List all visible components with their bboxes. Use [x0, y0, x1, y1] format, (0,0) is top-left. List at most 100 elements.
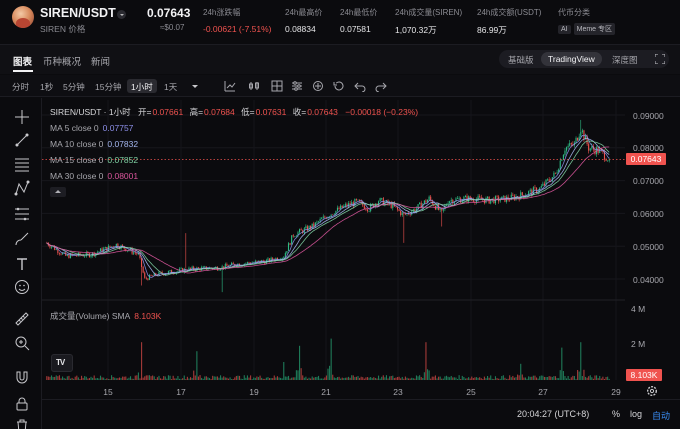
- candle: [482, 199, 484, 201]
- timeframe-15m[interactable]: 15分钟: [95, 82, 122, 92]
- candle: [193, 266, 195, 270]
- timeframe-1d[interactable]: 1天: [164, 82, 178, 92]
- layout-icon[interactable]: [271, 80, 283, 92]
- timeframe-1h[interactable]: 1小时: [131, 82, 153, 92]
- percent-scale-toggle[interactable]: %: [612, 409, 621, 419]
- candle: [153, 273, 155, 276]
- volume-bar: [188, 378, 190, 380]
- candle: [569, 143, 571, 146]
- candle: [490, 200, 492, 204]
- tab-chart[interactable]: 图表: [13, 57, 33, 68]
- compare-icon[interactable]: [312, 80, 324, 92]
- volume-bar: [237, 375, 239, 380]
- zoom-in-icon[interactable]: [14, 335, 30, 351]
- price-axis-label: 0.05000: [633, 242, 664, 252]
- view-tradingview[interactable]: TradingView: [548, 54, 595, 64]
- volume-bar: [145, 375, 147, 380]
- view-basic[interactable]: 基础版: [508, 55, 534, 65]
- timeframe-5m[interactable]: 5分钟: [63, 82, 85, 92]
- gear-icon[interactable]: [646, 385, 658, 397]
- ruler-icon[interactable]: [14, 311, 30, 327]
- drawing-toolbar: [0, 98, 42, 429]
- candle: [510, 194, 512, 201]
- volume-bar: [466, 378, 468, 380]
- tag-ai[interactable]: AI: [558, 25, 571, 34]
- trash-icon[interactable]: [14, 418, 30, 429]
- fib-icon[interactable]: [14, 206, 30, 222]
- volume-bar: [158, 375, 160, 380]
- undo-icon[interactable]: [354, 80, 366, 92]
- candle: [139, 252, 141, 258]
- magnet-icon[interactable]: [14, 370, 30, 386]
- settings-sliders-icon[interactable]: [291, 80, 303, 92]
- candle: [314, 222, 316, 227]
- volume-bar: [381, 376, 383, 380]
- candle: [417, 204, 419, 209]
- view-depth[interactable]: 深度图: [612, 55, 638, 65]
- view-mode-active-pill: [541, 52, 602, 66]
- candle: [477, 196, 479, 200]
- volume-bar: [99, 375, 102, 380]
- volume-bar: [468, 377, 470, 380]
- volume-bar: [311, 376, 313, 380]
- horizontal-lines-icon[interactable]: [14, 156, 30, 172]
- tradingview-logo[interactable]: [51, 354, 73, 372]
- tab-news[interactable]: 新闻: [91, 57, 111, 68]
- volume-bar: [123, 376, 125, 380]
- candle: [341, 205, 343, 208]
- ma15-legend[interactable]: MA 15 close 0 0.07852: [50, 155, 139, 165]
- chevron-down-icon[interactable]: [117, 10, 126, 19]
- fullscreen-icon[interactable]: [655, 54, 665, 64]
- volume-bar: [186, 376, 188, 380]
- screenshot-icon[interactable]: [333, 80, 345, 92]
- ma10-legend[interactable]: MA 10 close 0 0.07832: [50, 139, 139, 149]
- pattern-icon[interactable]: [14, 180, 30, 196]
- volume-bar: [487, 375, 489, 380]
- tag-meme[interactable]: Meme 专区: [573, 23, 616, 35]
- volume-bar: [471, 376, 473, 380]
- volume-bar: [349, 377, 351, 380]
- candle: [464, 195, 466, 198]
- volume-bar: [112, 377, 114, 380]
- volume-bar: [577, 370, 579, 380]
- candle: [295, 235, 297, 237]
- volume-bar: [120, 377, 122, 380]
- volume-bar: [218, 377, 220, 380]
- volume-bar: [155, 378, 157, 380]
- trend-line-icon[interactable]: [14, 132, 30, 148]
- indicator-icon[interactable]: [224, 80, 236, 92]
- volume-bar: [104, 379, 106, 380]
- volume-bar: [322, 378, 324, 380]
- time-axis-label: 15: [103, 387, 113, 397]
- ma30-legend[interactable]: MA 30 close 0 0.08001: [50, 171, 139, 181]
- chart-toolbar: [0, 75, 680, 97]
- legend-collapse-button[interactable]: [50, 187, 66, 197]
- brush-icon[interactable]: [14, 231, 30, 247]
- volume-bar: [319, 378, 321, 380]
- candle: [487, 196, 489, 199]
- volume-bar: [314, 377, 316, 380]
- redo-icon[interactable]: [375, 80, 387, 92]
- timeframe-line[interactable]: 分时: [12, 82, 30, 92]
- auto-scale-toggle[interactable]: 自动: [652, 411, 671, 421]
- pair-title[interactable]: SIREN/USDT: [40, 6, 116, 20]
- volume-bar: [196, 351, 198, 380]
- log-scale-toggle[interactable]: log: [630, 409, 643, 419]
- ma10-line: [46, 138, 610, 277]
- candle: [52, 246, 54, 247]
- volume-bar: [159, 378, 162, 380]
- chart-type-icon[interactable]: [248, 80, 260, 92]
- chevron-down-icon[interactable]: [189, 80, 201, 92]
- emoji-icon[interactable]: [14, 279, 30, 295]
- candle: [436, 204, 438, 210]
- crosshair-icon[interactable]: [14, 109, 30, 125]
- ma5-legend[interactable]: MA 5 close 0 0.07757: [50, 123, 134, 133]
- text-tool-icon[interactable]: [14, 256, 30, 272]
- volume-bar: [581, 376, 583, 380]
- lock-icon[interactable]: [14, 396, 30, 412]
- candle: [583, 130, 585, 140]
- tab-overview[interactable]: 币种概况: [43, 57, 82, 68]
- candle: [308, 225, 310, 231]
- timeframe-1s[interactable]: 1秒: [40, 82, 54, 92]
- price-chart[interactable]: [42, 98, 680, 429]
